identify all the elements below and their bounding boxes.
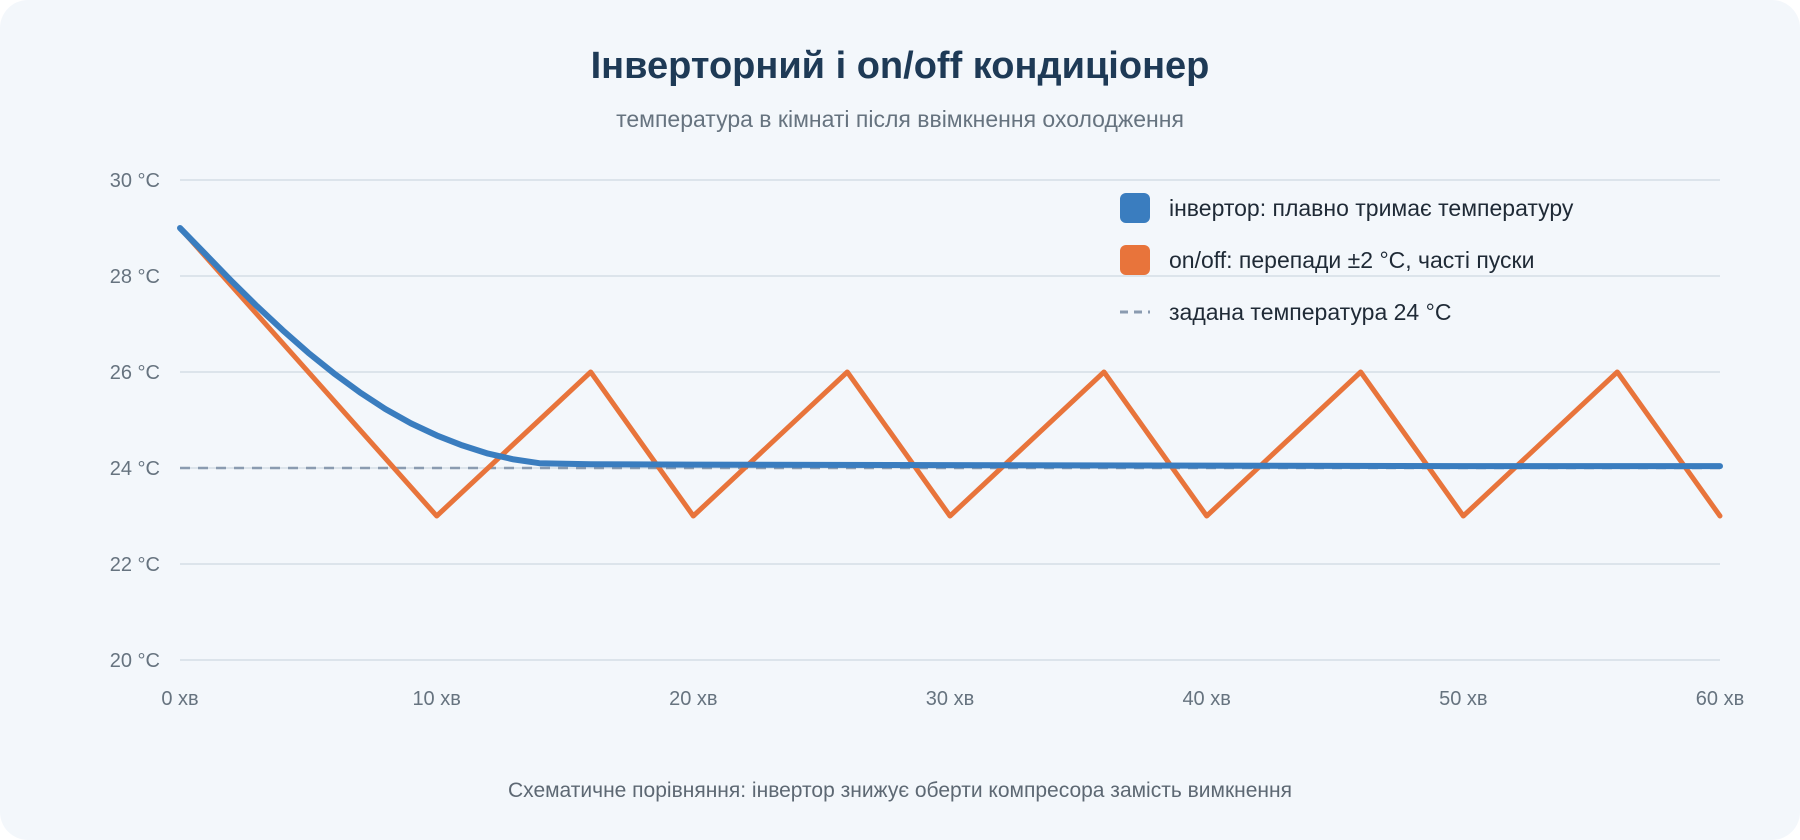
- legend-label-1: on/off: перепади ±2 °C, часті пуски: [1169, 247, 1534, 273]
- chart-subtitle: температура в кімнаті після ввімкнення о…: [616, 106, 1184, 132]
- x-tick-label: 60 хв: [1696, 688, 1744, 710]
- y-tick-label: 28 °C: [110, 266, 160, 288]
- y-tick-label: 22 °C: [110, 554, 160, 576]
- legend-label-2: задана температура 24 °C: [1169, 299, 1451, 325]
- legend: інвертор: плавно тримає температуру on/of…: [1120, 193, 1574, 325]
- y-tick-label: 20 °C: [110, 650, 160, 672]
- series-layer: [177, 225, 1723, 519]
- legend-label-0: інвертор: плавно тримає температуру: [1169, 195, 1574, 221]
- series-line-1: [177, 225, 1723, 519]
- legend-swatch-0: [1120, 193, 1150, 223]
- x-tick-label: 30 хв: [926, 688, 974, 710]
- x-tick-label: 10 хв: [412, 688, 460, 710]
- x-tick-label: 0 хв: [161, 688, 198, 710]
- x-tick-label: 50 хв: [1439, 688, 1487, 710]
- y-tick-label: 26 °C: [110, 362, 160, 384]
- x-tick-label: 20 хв: [669, 688, 717, 710]
- chart-title: Інверторний і on/off кондиціонер: [591, 45, 1210, 87]
- y-tick-label: 30 °C: [110, 170, 160, 192]
- legend-swatch-1: [1120, 245, 1150, 275]
- x-tick-label: 40 хв: [1182, 688, 1230, 710]
- y-tick-label: 24 °C: [110, 458, 160, 480]
- chart-footnote: Схематичне порівняння: інвертор знижує о…: [508, 779, 1292, 802]
- series-line-0: [177, 225, 1723, 470]
